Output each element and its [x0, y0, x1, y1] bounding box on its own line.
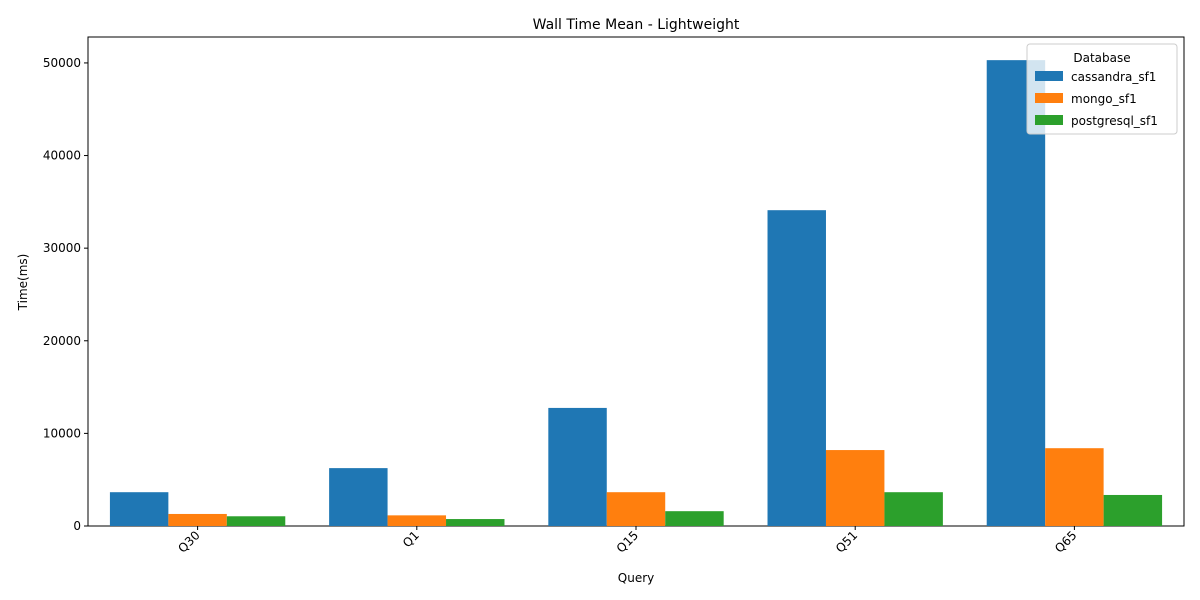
- bar-mongo_sf1-Q15: [606, 492, 666, 526]
- bar-postgresql_sf1-Q15: [665, 511, 724, 526]
- bar-cassandra_sf1-Q51: [767, 210, 826, 526]
- bar-mongo_sf1-Q51: [825, 450, 885, 526]
- x-tick-label: Q15: [614, 528, 641, 555]
- chart-title: Wall Time Mean - Lightweight: [533, 17, 740, 33]
- x-tick-label: Q65: [1052, 528, 1079, 555]
- legend: Database cassandra_sf1 mongo_sf1 postgresql…: [1026, 43, 1178, 135]
- bar-cassandra_sf1-Q65: [986, 60, 1046, 527]
- y-tick-label: 40000: [43, 149, 81, 163]
- bar-cassandra_sf1-Q30: [109, 492, 169, 526]
- legend-title: Database: [1073, 51, 1130, 65]
- bar-cassandra_sf1-Q1: [329, 468, 388, 526]
- bar-postgresql_sf1-Q65: [1103, 494, 1163, 526]
- bar-mongo_sf1-Q1: [387, 515, 447, 526]
- y-axis-label: Time(ms): [16, 254, 30, 312]
- y-axis: 0 10000 20000 30000 40000 50000: [43, 56, 88, 533]
- legend-label-postgresql_sf1: postgresql_sf1: [1071, 114, 1158, 128]
- bar-postgresql_sf1-Q30: [226, 516, 286, 526]
- bars: [109, 60, 1163, 527]
- x-axis: Q30 Q1 Q15 Q51 Q65: [175, 526, 1080, 556]
- legend-swatch-mongo_sf1: [1035, 93, 1063, 103]
- bar-mongo_sf1-Q30: [168, 513, 227, 526]
- bar-mongo_sf1-Q65: [1045, 448, 1104, 526]
- legend-swatch-cassandra_sf1: [1035, 71, 1063, 81]
- x-tick-label: Q1: [400, 528, 422, 550]
- y-tick-label: 10000: [43, 426, 81, 440]
- legend-label-mongo_sf1: mongo_sf1: [1071, 92, 1137, 106]
- y-tick-label: 20000: [43, 334, 81, 348]
- bar-cassandra_sf1-Q15: [548, 407, 607, 526]
- x-axis-label: Query: [618, 571, 654, 585]
- x-tick-label: Q30: [175, 528, 202, 555]
- y-tick-label: 30000: [43, 241, 81, 255]
- bar-postgresql_sf1-Q1: [446, 519, 505, 526]
- legend-box: [1026, 43, 1178, 135]
- x-tick-label: Q51: [833, 528, 860, 555]
- legend-label-cassandra_sf1: cassandra_sf1: [1071, 70, 1156, 84]
- y-tick-label: 50000: [43, 56, 81, 70]
- legend-swatch-postgresql_sf1: [1035, 115, 1063, 125]
- y-tick-label: 0: [73, 519, 81, 533]
- bar-postgresql_sf1-Q51: [884, 492, 943, 526]
